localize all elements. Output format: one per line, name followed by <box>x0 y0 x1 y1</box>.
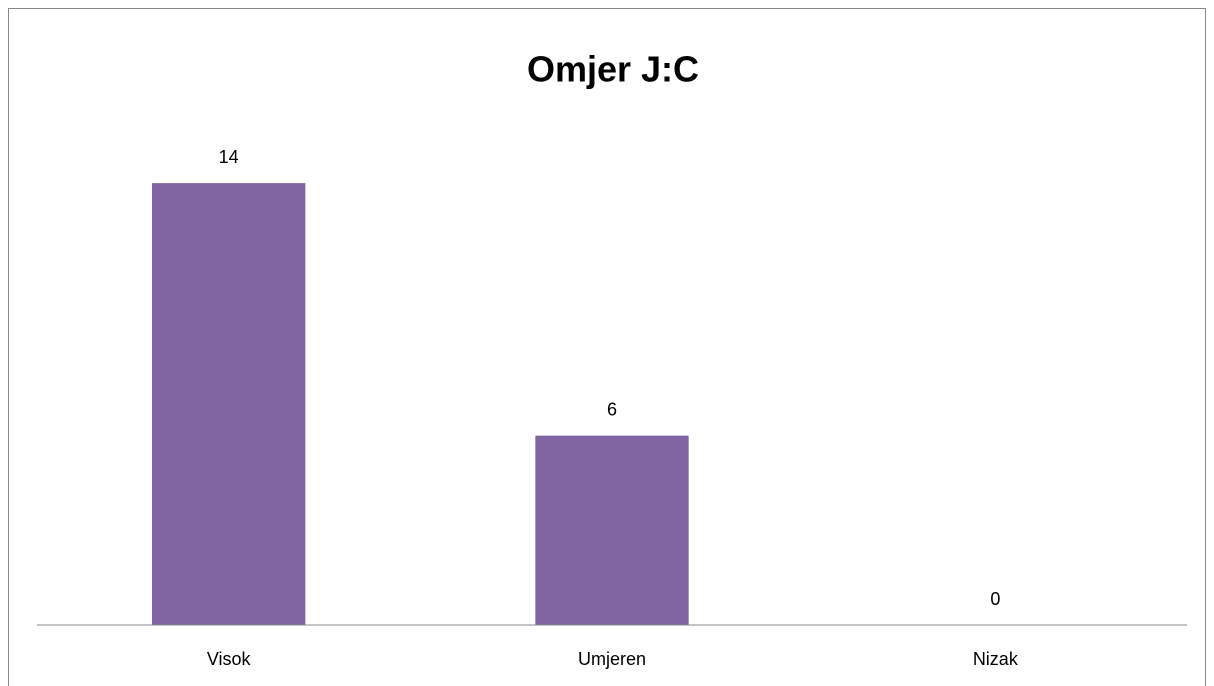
x-tick-label: Nizak <box>973 649 1019 669</box>
bar <box>535 435 689 625</box>
chart-title: Omjer J:C <box>527 49 699 90</box>
data-label: 6 <box>607 399 617 419</box>
bar <box>152 183 306 625</box>
x-tick-label: Umjeren <box>578 649 646 669</box>
x-tick-label: Visok <box>207 649 252 669</box>
data-label: 0 <box>990 589 1000 609</box>
data-label: 14 <box>219 147 239 167</box>
